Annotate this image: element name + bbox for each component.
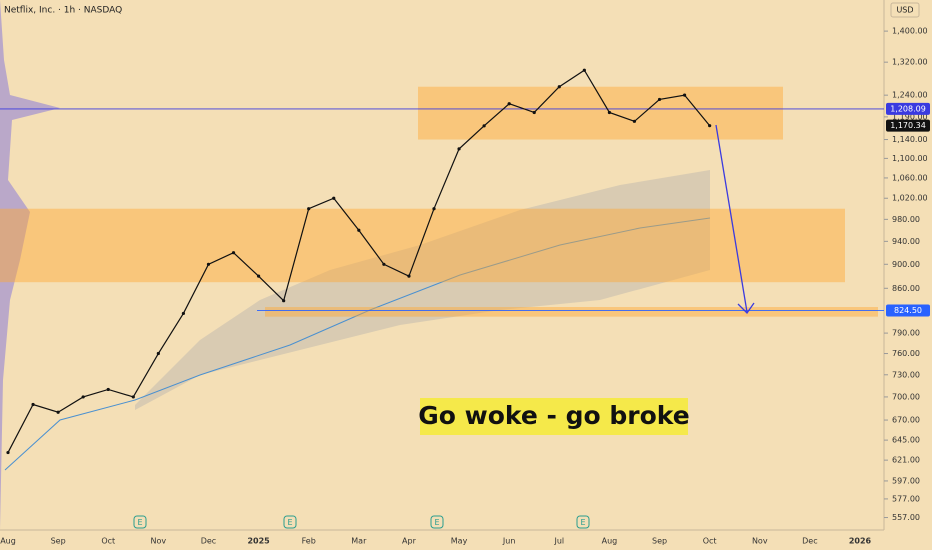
- price-point: [407, 274, 411, 278]
- event-label: E: [434, 518, 439, 527]
- price-point: [81, 395, 85, 399]
- x-tick-label: Mar: [351, 537, 367, 546]
- x-tick-label: 2025: [247, 537, 270, 546]
- currency-box: [890, 2, 920, 18]
- price-point: [507, 102, 511, 106]
- y-tick-label: 597.00: [892, 476, 920, 485]
- x-tick-label: 2026: [849, 537, 872, 546]
- price-tag: [886, 119, 930, 132]
- y-tick-label: 730.00: [892, 370, 920, 379]
- price-tag: [886, 102, 930, 115]
- y-tick-label: 645.00: [892, 436, 920, 445]
- y-tick-label: 1,320.00: [892, 58, 928, 67]
- y-tick-label: 670.00: [892, 416, 920, 425]
- x-tick-label: Oct: [703, 537, 717, 546]
- price-tag-label: 1,170.34: [890, 121, 926, 130]
- volume-profile: [0, 0, 60, 530]
- price-point: [657, 97, 662, 102]
- price-axis: [884, 0, 932, 550]
- vwap-line: [4, 217, 711, 471]
- price-point: [56, 410, 60, 414]
- event-marker: [283, 515, 297, 529]
- y-tick-label: 1,190.00: [892, 112, 928, 121]
- zone: [418, 86, 783, 140]
- annotation-box: [420, 398, 688, 435]
- price-point: [432, 207, 436, 211]
- price-point: [231, 251, 236, 255]
- y-tick-label: 940.00: [892, 237, 920, 246]
- arrow: [715, 124, 748, 313]
- y-tick-label: 1,060.00: [892, 173, 928, 182]
- event-label: E: [137, 518, 142, 527]
- price-point: [282, 299, 286, 303]
- price-point: [557, 85, 561, 89]
- x-tick-label: Apr: [402, 537, 417, 546]
- x-tick-label: Feb: [302, 537, 316, 546]
- x-tick-label: Oct: [101, 537, 115, 546]
- price-point: [332, 196, 336, 200]
- price-point: [156, 351, 160, 356]
- price-point: [457, 147, 461, 151]
- price-point: [6, 450, 10, 455]
- price-point: [382, 262, 386, 266]
- x-tick-label: Aug: [0, 537, 16, 546]
- y-tick-label: 1,140.00: [892, 135, 928, 144]
- y-tick-label: 1,020.00: [892, 194, 928, 203]
- price-tag: [886, 304, 930, 317]
- zone: [265, 307, 878, 317]
- price-point: [482, 124, 486, 128]
- price-tag-label: 824.50: [894, 306, 922, 315]
- price-point: [307, 207, 311, 211]
- x-tick-label: Sep: [652, 537, 667, 546]
- y-tick-label: 1,100.00: [892, 154, 928, 163]
- price-point: [632, 119, 637, 123]
- price-point: [708, 124, 712, 128]
- y-tick-label: 557.00: [892, 513, 920, 522]
- event-marker: [133, 515, 147, 529]
- x-tick-label: Dec: [201, 537, 216, 546]
- price-point: [31, 402, 35, 407]
- x-tick-label: Aug: [602, 537, 618, 546]
- price-point: [181, 311, 186, 316]
- y-tick-label: 577.00: [892, 494, 920, 503]
- y-tick-label: 1,240.00: [892, 91, 928, 100]
- x-tick-label: Nov: [151, 537, 167, 546]
- x-tick-label: Nov: [752, 537, 768, 546]
- price-point: [357, 228, 361, 232]
- x-tick-label: Sep: [51, 537, 66, 546]
- y-tick-label: 1,400.00: [892, 27, 928, 36]
- y-tick-label: 760.00: [892, 349, 920, 358]
- chart-title: Netflix, Inc. · 1h · NASDAQ: [4, 6, 122, 16]
- event-marker: [430, 515, 444, 529]
- price-point: [131, 395, 135, 399]
- y-tick-label: 980.00: [892, 215, 920, 224]
- price-tag-label: 1,208.09: [890, 104, 926, 113]
- arrow-head: [737, 302, 755, 315]
- price-point: [682, 93, 687, 97]
- price-point: [106, 387, 110, 392]
- y-tick-label: 700.00: [892, 392, 920, 401]
- y-tick-label: 790.00: [892, 329, 920, 338]
- currency: USD: [896, 6, 913, 15]
- y-tick-label: 621.00: [892, 456, 920, 465]
- x-tick-label: Dec: [802, 537, 817, 546]
- y-tick-label: 860.00: [892, 284, 920, 293]
- event-label: E: [580, 518, 585, 527]
- price-point: [582, 68, 586, 72]
- annotation: Go woke - go broke: [418, 401, 689, 430]
- event-marker: [576, 515, 590, 529]
- x-tick-label: Jun: [502, 537, 516, 546]
- price-point: [532, 110, 536, 115]
- price-point: [607, 110, 612, 115]
- x-tick-label: May: [451, 537, 468, 546]
- event-label: E: [287, 518, 292, 527]
- y-tick-label: 900.00: [892, 260, 920, 269]
- zone: [0, 208, 845, 283]
- price-point: [256, 274, 261, 278]
- x-tick-label: Jul: [553, 537, 564, 546]
- price-point: [206, 262, 211, 266]
